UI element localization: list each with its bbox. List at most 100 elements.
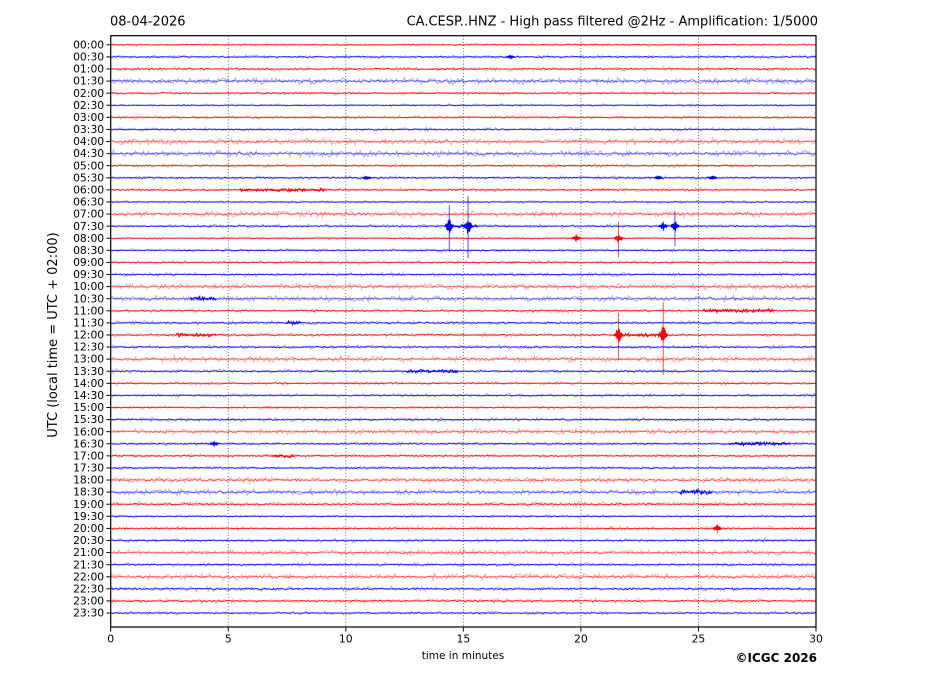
trace-dense-segment <box>286 319 301 327</box>
trace-row <box>110 406 816 409</box>
row-time-label: 11:00 <box>73 304 104 317</box>
axes: 0 5 10 15 20 25 30 00:0000:3001:0001:3002:0002:… <box>73 35 823 646</box>
x-tick-label: 15 <box>456 633 470 646</box>
row-time-label: 12:30 <box>73 341 104 354</box>
row-time-label: 21:30 <box>73 558 104 571</box>
trace-row <box>110 454 816 458</box>
row-time-label: 17:30 <box>73 462 104 475</box>
trace-dense-segment <box>620 331 661 339</box>
trace-row <box>110 515 816 518</box>
trace-row <box>110 550 816 555</box>
row-time-label: 06:30 <box>73 196 104 209</box>
x-axis-label: time in minutes <box>422 650 504 662</box>
plot-title: CA.CESP..HNZ - High pass filtered @2Hz -… <box>407 15 818 30</box>
trace-row <box>110 92 816 95</box>
trace-row <box>110 502 816 506</box>
trace-row <box>110 212 816 216</box>
row-time-label: 00:30 <box>73 50 104 63</box>
trace-halo <box>110 392 816 399</box>
trace-row <box>110 309 816 313</box>
row-time-label: 01:00 <box>73 63 104 76</box>
trace-row <box>110 611 816 615</box>
seismic-event-burst <box>658 222 669 230</box>
trace-row <box>110 442 816 445</box>
row-time-label: 22:30 <box>73 582 104 595</box>
trace-row <box>110 67 816 71</box>
row-time-label: 16:00 <box>73 425 104 438</box>
trace-row <box>110 237 816 240</box>
trace-row <box>110 478 817 482</box>
trace-halo <box>110 319 816 327</box>
trace-row <box>110 55 817 59</box>
y-axis-label: UTC (local time = UTC + 02:00) <box>46 232 61 437</box>
row-time-label: 06:00 <box>73 183 104 196</box>
row-time-label: 16:30 <box>73 437 104 450</box>
row-time-label: 22:00 <box>73 570 104 583</box>
row-time-label: 08:00 <box>73 232 104 245</box>
row-time-label: 23:00 <box>73 595 104 608</box>
gridlines <box>227 35 699 627</box>
row-time-label: 10:30 <box>73 292 104 305</box>
trace-row <box>110 563 816 566</box>
row-time-label: 02:30 <box>73 99 104 112</box>
trace-row <box>110 539 817 542</box>
row-time-label: 12:00 <box>73 329 104 342</box>
row-time-label: 03:00 <box>73 111 104 124</box>
trace-row <box>110 249 816 252</box>
trace-dense-segment <box>176 332 217 338</box>
row-time-label: 02:00 <box>73 87 104 100</box>
row-time-label: 18:00 <box>73 474 104 487</box>
trace-dense-segment <box>728 440 791 448</box>
copyright: ©ICGC 2026 <box>735 651 817 665</box>
trace-dense-segment <box>190 295 217 303</box>
trace-row <box>110 430 817 434</box>
trace-dense-segment <box>679 488 713 496</box>
row-time-label: 15:00 <box>73 401 104 414</box>
trace-halo <box>110 258 816 266</box>
x-tick-label: 5 <box>225 633 232 646</box>
x-tick-label: 20 <box>574 633 588 646</box>
trace-row <box>110 490 816 494</box>
row-time-label: 21:00 <box>73 546 104 559</box>
row-time-label: 17:00 <box>73 449 104 462</box>
seismic-event-burst <box>613 235 624 243</box>
trace-row <box>110 370 816 373</box>
x-tick-label: 25 <box>692 633 706 646</box>
trace-halo <box>110 331 816 339</box>
row-time-label: 13:00 <box>73 353 104 366</box>
row-time-label: 11:30 <box>73 316 104 329</box>
row-time-label: 05:30 <box>73 171 104 184</box>
row-time-label: 20:30 <box>73 534 104 547</box>
seismic-event-burst <box>670 221 680 232</box>
trace-row <box>110 297 817 301</box>
trace-row <box>110 273 816 276</box>
seismic-event-burst <box>362 175 372 181</box>
row-time-label: 10:00 <box>73 280 104 293</box>
trace-row <box>110 261 816 264</box>
row-time-label: 18:30 <box>73 486 104 499</box>
trace-row <box>110 79 817 83</box>
row-time-label: 08:30 <box>73 244 104 257</box>
trace-row <box>110 321 816 325</box>
trace-row <box>110 527 816 530</box>
x-tick-label: 30 <box>809 633 823 646</box>
trace-row <box>110 128 816 131</box>
trace-dense-segment <box>406 368 459 374</box>
seismic-event-burst <box>613 328 624 343</box>
seismic-event-burst <box>463 221 474 234</box>
trace-row <box>110 151 816 156</box>
trace-row <box>110 201 816 203</box>
trace-row <box>110 394 816 397</box>
row-time-label: 20:00 <box>73 522 104 535</box>
trace-dense-segment <box>702 307 775 315</box>
trace-row <box>110 284 816 289</box>
seismic-event-burst <box>712 524 723 531</box>
trace-halo <box>110 76 816 87</box>
trace-row <box>110 599 816 603</box>
trace-row <box>110 382 816 385</box>
row-time-label: 14:00 <box>73 377 104 390</box>
row-time-label: 00:00 <box>73 38 104 51</box>
seismic-event-burst <box>707 175 718 181</box>
